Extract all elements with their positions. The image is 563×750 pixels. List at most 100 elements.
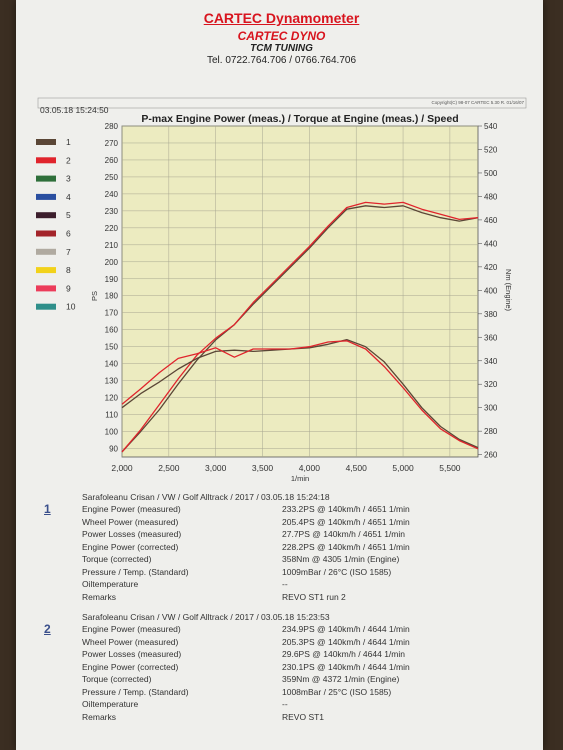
y-left-tick-label: 130: [105, 377, 119, 386]
result-label: Engine Power (measured): [82, 624, 181, 634]
run-header: Sarafoleanu Crisan / VW / Golf Alltrack …: [82, 492, 330, 502]
legend-label: 4: [66, 192, 71, 202]
series-line-1: [121, 205, 479, 453]
y-right-tick-label: 500: [484, 169, 498, 178]
legend-label: 10: [66, 302, 76, 312]
y-left-tick-label: 230: [105, 207, 119, 216]
legend-swatch: [36, 193, 56, 200]
series-line-4: [121, 340, 479, 450]
result-value: 205.3PS @ 140km/h / 4644 1/min: [282, 636, 410, 647]
tuner-name: TCM TUNING: [250, 43, 313, 54]
plot-area: [121, 125, 479, 458]
y-right-tick-label: 460: [484, 216, 498, 225]
y-left-axis-label: PS: [90, 291, 99, 301]
y-left-tick-label: 270: [105, 139, 119, 148]
y-right-tick-label: 420: [484, 263, 498, 272]
result-label: Pressure / Temp. (Standard): [82, 566, 189, 577]
legend-label: 7: [66, 247, 71, 257]
result-value: 359Nm @ 4372 1/min (Engine): [282, 674, 400, 684]
y-right-tick-label: 400: [484, 286, 498, 295]
legend-swatch: [36, 248, 56, 255]
result-value: REVO ST1 run 2: [282, 591, 346, 602]
result-label: Power Losses (measured): [82, 529, 182, 539]
y-left-tick-label: 210: [105, 241, 119, 250]
y-right-tick-label: 480: [484, 192, 498, 201]
run-number: 2: [44, 622, 51, 636]
result-value: 234.9PS @ 140km/h / 4644 1/min: [282, 624, 410, 634]
result-label: Remarks: [82, 591, 117, 602]
result-value: REVO ST1: [282, 711, 325, 722]
result-label: Engine Power (measured): [82, 504, 181, 514]
y-left-tick-label: 180: [105, 292, 119, 301]
series-line-2: [121, 201, 479, 453]
legend-swatch: [36, 212, 56, 219]
y-right-tick-label: 380: [484, 310, 498, 319]
legend-swatch: [36, 157, 56, 164]
legend-label: 9: [66, 283, 71, 293]
dyno-chart: 03.05.18 15:24:50 Copyright(C) 98-07 CART…: [36, 97, 527, 483]
x-tick-label: 5,000: [392, 463, 414, 473]
run-number: 1: [44, 502, 51, 516]
y-right-tick-label: 520: [484, 145, 498, 154]
x-tick-label: 3,500: [252, 463, 274, 473]
x-tick-label: 2,000: [111, 463, 133, 473]
result-label: Pressure / Temp. (Standard): [82, 686, 189, 697]
y-left-tick-label: 170: [105, 309, 119, 318]
y-left-tick-label: 110: [105, 411, 118, 420]
y-left-tick-label: 220: [105, 224, 119, 233]
legend-label: 1: [66, 137, 71, 147]
x-tick-label: 3,000: [205, 463, 227, 473]
legend-swatch: [36, 139, 56, 145]
dyno-timestamp: 03.05.18 15:24:50: [40, 105, 109, 115]
result-value: 27.7PS @ 140km/h / 4651 1/min: [282, 529, 405, 539]
copyright-note: Copyright(C) 98-07 CARTEC 5.30 R. 01/16/…: [432, 100, 525, 105]
phone-number: Tel. 0722.764.706 / 0766.764.706: [206, 55, 357, 66]
x-tick-label: 4,500: [346, 463, 368, 473]
y-left-tick-label: 240: [105, 190, 119, 199]
x-tick-label: 2,500: [158, 463, 180, 473]
y-right-tick-label: 340: [484, 357, 498, 366]
y-left-tick-label: 190: [105, 275, 119, 284]
result-label: Torque (corrected): [82, 674, 152, 684]
result-label: Torque (corrected): [82, 554, 152, 564]
legend-swatch: [36, 267, 56, 274]
y-right-tick-label: 360: [484, 333, 498, 342]
result-value: --: [282, 579, 288, 589]
y-left-tick-label: 150: [105, 343, 119, 352]
y-left-tick-label: 200: [105, 258, 119, 267]
y-right-tick-label: 280: [484, 427, 498, 436]
x-axis-label: 1/min: [291, 474, 309, 483]
x-tick-label: 4,000: [299, 463, 321, 473]
y-left-tick-label: 90: [109, 445, 118, 454]
legend-label: 8: [66, 265, 71, 275]
result-value: 205.4PS @ 140km/h / 4651 1/min: [282, 516, 410, 527]
y-right-tick-label: 320: [484, 380, 498, 389]
y-left-tick-label: 140: [105, 360, 119, 369]
y-right-tick-label: 540: [484, 122, 498, 131]
legend-swatch: [36, 175, 56, 182]
legend-swatch: [36, 303, 56, 310]
result-label: Wheel Power (measured): [82, 516, 179, 527]
top-strip-frame: [37, 97, 527, 109]
result-value: 29.6PS @ 140km/h / 4644 1/min: [282, 649, 405, 659]
result-label: Oiltemperature: [82, 699, 139, 709]
result-value: 358Nm @ 4305 1/min (Engine): [282, 554, 400, 564]
legend-label: 2: [66, 155, 71, 165]
result-label: Wheel Power (measured): [82, 636, 179, 647]
report-title: CARTEC Dynamometer: [203, 10, 360, 26]
y-left-tick-label: 160: [105, 326, 119, 335]
result-label: Engine Power (corrected): [82, 661, 179, 672]
result-label: Remarks: [82, 711, 117, 722]
report-subtitle: CARTEC DYNO: [237, 29, 326, 43]
legend-label: 3: [66, 174, 71, 184]
result-label: Power Losses (measured): [82, 649, 182, 659]
y-right-tick-label: 300: [484, 404, 498, 413]
x-tick-label: 5,500: [439, 463, 461, 473]
y-left-tick-label: 280: [105, 122, 119, 131]
run-header: Sarafoleanu Crisan / VW / Golf Alltrack …: [82, 612, 330, 622]
result-label: Engine Power (corrected): [82, 541, 179, 552]
result-value: 233.2PS @ 140km/h / 4651 1/min: [282, 504, 410, 514]
y-left-tick-label: 120: [105, 394, 119, 403]
result-value: 1008mBar / 25°C (ISO 1585): [282, 686, 392, 697]
result-value: --: [282, 699, 288, 709]
